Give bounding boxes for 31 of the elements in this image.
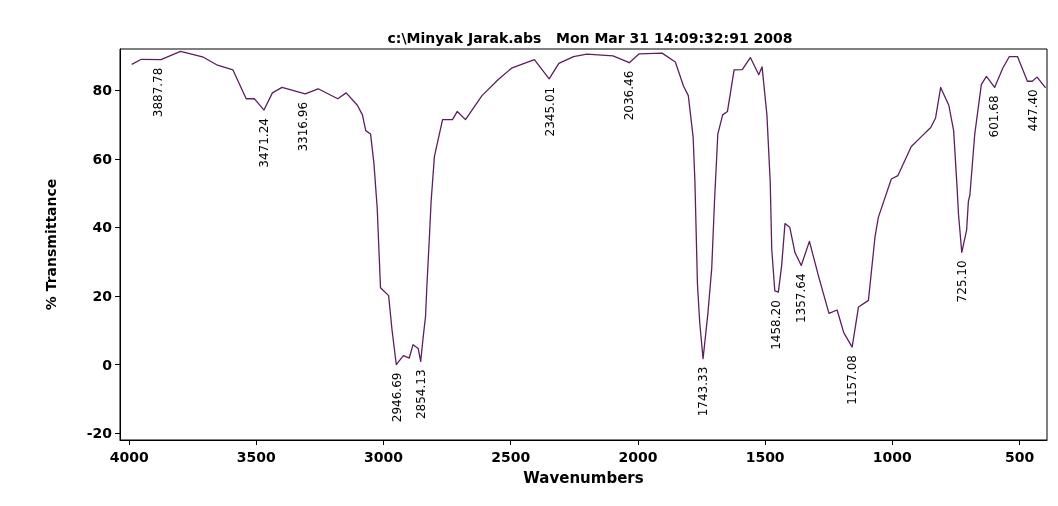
annotation: 3471.24 bbox=[256, 118, 271, 168]
annotation: 2036.46 bbox=[621, 70, 636, 121]
x-tick-label: 4000 bbox=[109, 449, 149, 465]
annotation: 3887.78 bbox=[150, 67, 165, 118]
annotation: 601.68 bbox=[986, 95, 1001, 138]
x-tick-label: 1000 bbox=[872, 449, 913, 465]
y-tick-label: 0 bbox=[102, 356, 113, 373]
annotation: 2345.01 bbox=[543, 86, 558, 137]
annotation: 2854.13 bbox=[413, 369, 428, 420]
x-tick-label: 3000 bbox=[364, 449, 404, 465]
annotation: 2946.69 bbox=[390, 372, 405, 423]
x-axis-title: Wavenumbers bbox=[523, 468, 644, 487]
x-tick-label: 3500 bbox=[236, 449, 277, 465]
x-tick-label: 1500 bbox=[745, 449, 785, 465]
y-tick-label: 40 bbox=[92, 219, 113, 236]
x-tick-label: 500 bbox=[1004, 449, 1035, 465]
y-tick-label: 20 bbox=[92, 287, 113, 304]
annotation: 1157.08 bbox=[845, 355, 860, 405]
annotation: 1743.33 bbox=[696, 366, 711, 417]
annotation: 725.10 bbox=[955, 260, 970, 303]
x-tick-label: 2000 bbox=[618, 449, 658, 465]
annotation: 1357.64 bbox=[794, 273, 809, 324]
x-tick-label: 2500 bbox=[491, 449, 531, 465]
y-tick-label: -20 bbox=[86, 425, 113, 442]
y-axis-title: % Transmittance bbox=[43, 178, 59, 311]
annotation: 447.40 bbox=[1025, 89, 1040, 132]
annotation: 1458.20 bbox=[768, 300, 783, 350]
chart-title: c:\Minyak Jarak.abs Mon Mar 31 14:09:32:91 2008 bbox=[387, 30, 793, 46]
y-tick-label: 80 bbox=[92, 82, 113, 99]
annotation: 3316.96 bbox=[295, 101, 310, 152]
y-tick-label: 60 bbox=[92, 150, 113, 167]
